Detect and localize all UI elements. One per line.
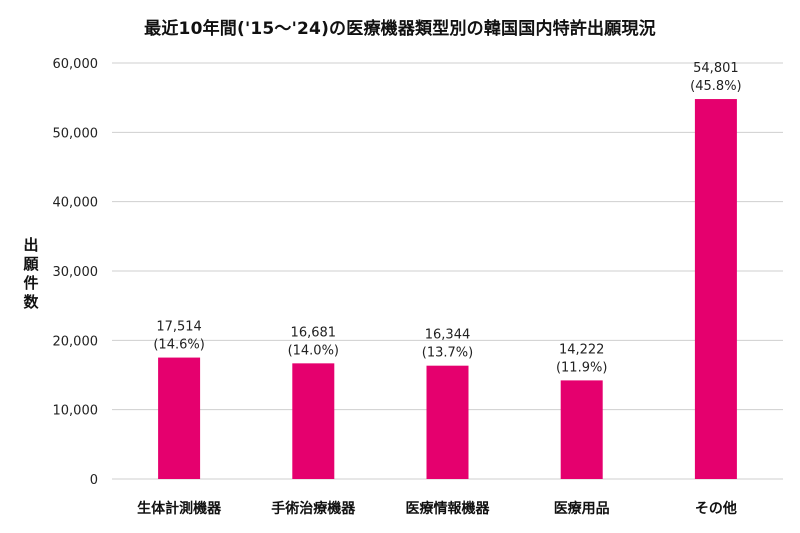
category-label: その他	[695, 500, 737, 517]
bar	[426, 365, 469, 479]
share-label: (14.6%)	[153, 338, 204, 353]
share-label: (11.9%)	[556, 360, 607, 375]
category-label: 生体計測機器	[137, 500, 222, 517]
y-axis-label: 出願件数	[23, 236, 39, 311]
value-label: 17,514	[156, 320, 202, 335]
bar	[158, 357, 201, 479]
share-label: (45.8%)	[690, 79, 741, 94]
category-labels: 生体計測機器 手術治療機器 医療情報機器 医療用品 その他	[137, 500, 737, 517]
category-label: 医療用品	[554, 500, 610, 517]
category-label: 医療情報機器	[406, 500, 491, 517]
value-label: 54,801	[693, 61, 739, 76]
y-tick-label: 50,000	[53, 126, 99, 141]
bar	[292, 363, 335, 479]
y-tick-label: 60,000	[53, 57, 99, 72]
value-label: 16,344	[425, 328, 471, 343]
value-label: 14,222	[559, 342, 605, 357]
value-label: 16,681	[291, 325, 337, 340]
bar	[694, 99, 737, 480]
bar	[560, 380, 603, 479]
y-tick-label: 0	[90, 473, 98, 488]
y-tick-labels: 0 10,000 20,000 30,000 40,000 50,000 60,000	[53, 57, 99, 488]
y-tick-label: 20,000	[53, 334, 99, 349]
chart-title: 最近10年間('15～'24)の医療機器類型別の韓国国内特許出願現況	[144, 19, 656, 39]
bars	[158, 99, 737, 480]
y-tick-label: 40,000	[53, 196, 99, 211]
share-label: (14.0%)	[288, 343, 339, 358]
y-tick-label: 10,000	[53, 404, 99, 419]
y-tick-label: 30,000	[53, 265, 99, 280]
data-labels: 17,514 (14.6%) 16,681 (14.0%) 16,344 (13.7%) 1…	[153, 61, 741, 375]
share-label: (13.7%)	[422, 346, 473, 361]
category-label: 手術治療機器	[271, 500, 356, 517]
